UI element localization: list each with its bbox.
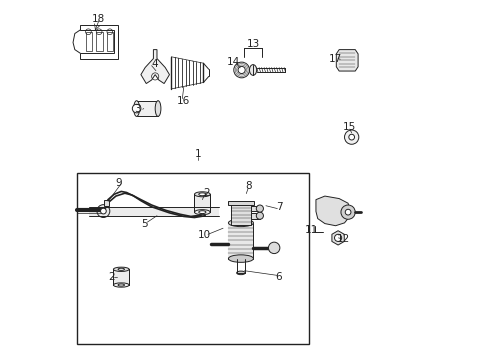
Ellipse shape	[236, 271, 244, 275]
Polygon shape	[80, 24, 118, 59]
Text: 14: 14	[226, 57, 240, 67]
Polygon shape	[315, 196, 349, 226]
Circle shape	[345, 209, 350, 215]
Circle shape	[233, 62, 249, 78]
Text: 13: 13	[246, 39, 259, 49]
Circle shape	[340, 205, 354, 219]
Bar	[136, 101, 158, 116]
Bar	[194, 194, 210, 212]
Text: 6: 6	[275, 272, 281, 282]
Polygon shape	[336, 50, 357, 71]
Text: 16: 16	[177, 96, 190, 106]
Circle shape	[238, 66, 244, 73]
Text: 7: 7	[276, 202, 282, 212]
Bar	[250, 206, 259, 211]
Ellipse shape	[228, 255, 253, 262]
Circle shape	[101, 208, 106, 214]
Bar	[77, 173, 308, 344]
Text: 5: 5	[141, 219, 147, 229]
Text: 10: 10	[198, 230, 211, 240]
Ellipse shape	[194, 192, 210, 197]
Circle shape	[348, 134, 354, 140]
Bar	[107, 32, 113, 51]
Circle shape	[97, 204, 110, 217]
Bar	[228, 223, 253, 258]
Ellipse shape	[113, 267, 129, 271]
Bar	[250, 213, 259, 219]
Text: 18: 18	[92, 14, 105, 23]
Polygon shape	[331, 231, 344, 245]
Bar	[113, 269, 129, 285]
Bar	[227, 201, 253, 205]
Ellipse shape	[249, 64, 256, 75]
Bar	[104, 200, 108, 206]
Polygon shape	[141, 50, 169, 84]
Ellipse shape	[198, 211, 205, 213]
Ellipse shape	[113, 283, 129, 287]
Bar	[89, 207, 219, 216]
Circle shape	[256, 212, 263, 219]
Text: 8: 8	[244, 181, 251, 191]
Text: 9: 9	[115, 178, 122, 188]
Bar	[85, 32, 92, 51]
Text: 1: 1	[194, 149, 201, 159]
Ellipse shape	[118, 284, 124, 286]
Ellipse shape	[228, 219, 253, 226]
Ellipse shape	[118, 268, 124, 270]
Text: 15: 15	[343, 122, 356, 132]
Text: 2: 2	[203, 188, 210, 198]
Ellipse shape	[198, 193, 205, 196]
Text: 4: 4	[151, 59, 158, 69]
Text: 12: 12	[337, 234, 350, 244]
Text: 3: 3	[134, 104, 141, 114]
Circle shape	[256, 205, 263, 212]
Ellipse shape	[134, 101, 139, 116]
Ellipse shape	[194, 210, 210, 215]
Circle shape	[344, 130, 358, 144]
Bar	[230, 202, 250, 225]
Circle shape	[132, 104, 141, 113]
Ellipse shape	[155, 101, 161, 116]
Text: 11: 11	[305, 225, 318, 235]
Circle shape	[268, 242, 279, 253]
Circle shape	[334, 234, 341, 242]
Bar	[96, 32, 102, 51]
Text: 17: 17	[328, 54, 341, 64]
Text: 2: 2	[108, 272, 115, 282]
